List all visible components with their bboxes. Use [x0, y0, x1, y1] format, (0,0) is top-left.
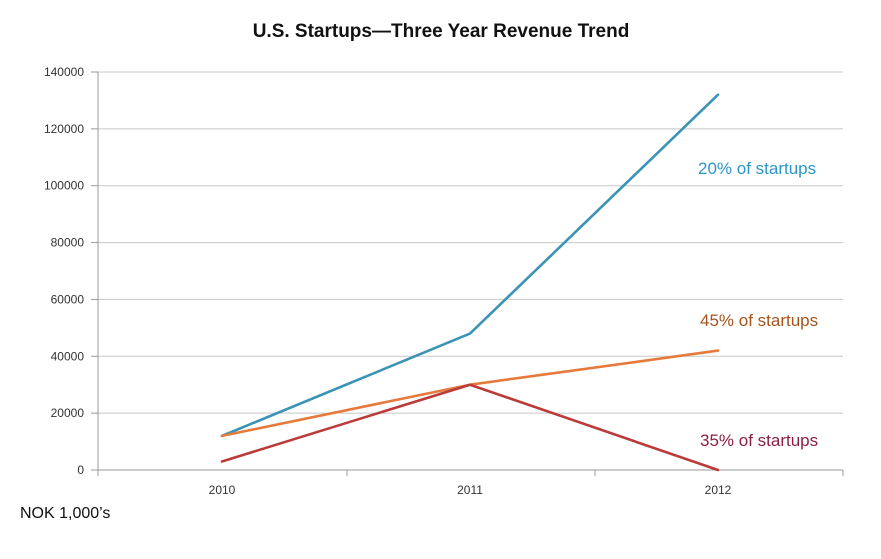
y-tick-label: 120000: [44, 122, 84, 136]
unit-note: NOK 1,000’s: [20, 505, 110, 522]
series-labels: 20% of startups 45% of startups 35% of sta…: [698, 159, 818, 450]
series-line-1: [220, 93, 720, 438]
y-tick-label: 40000: [51, 349, 85, 363]
x-tick-label: 2010: [209, 483, 236, 497]
series-line-2: [220, 349, 720, 438]
y-tick-label: 20000: [51, 406, 85, 420]
y-tick-label: 60000: [51, 292, 85, 306]
series-line-3: [220, 383, 720, 472]
gridlines: [98, 71, 843, 414]
y-tick-label: 0: [77, 463, 84, 477]
x-axis-ticks: 2010 2011 2012: [209, 483, 732, 497]
axes: [91, 71, 844, 476]
series-lines: [220, 93, 720, 472]
x-tick-label: 2011: [457, 483, 483, 497]
y-tick-label: 100000: [44, 179, 84, 193]
series-label-3: 35% of startups: [700, 431, 818, 450]
chart-title: U.S. Startups—Three Year Revenue Trend: [253, 21, 630, 42]
y-axis-ticks: 0 20000 40000 60000 80000 100000 120000 140000: [44, 65, 84, 477]
y-tick-label: 80000: [51, 236, 85, 250]
series-label-1: 20% of startups: [698, 159, 816, 178]
y-tick-label: 140000: [44, 65, 84, 79]
series-label-2: 45% of startups: [700, 311, 818, 330]
x-tick-label: 2012: [705, 483, 732, 497]
